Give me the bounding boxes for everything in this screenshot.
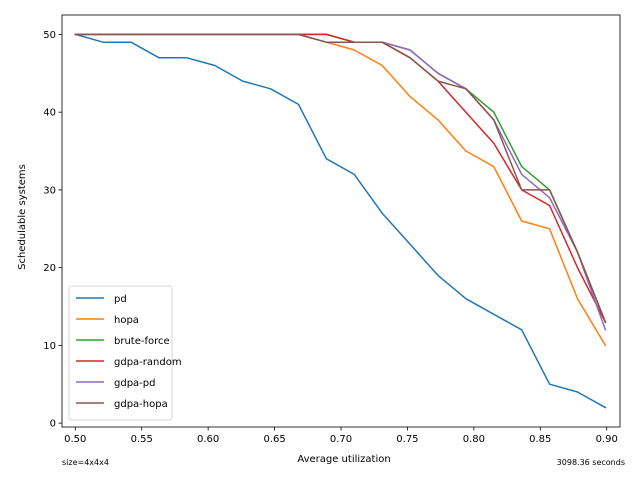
x-tick-label: 0.80 [463, 434, 485, 445]
legend-label-gdpa-pd: gdpa-pd [114, 378, 155, 389]
legend-label-pd: pd [114, 294, 127, 305]
y-tick-label: 10 [43, 341, 56, 352]
x-tick-label: 0.75 [396, 434, 418, 445]
y-axis-label: Schedulable systems [17, 164, 28, 270]
footnote-size: size=4x4x4 [62, 458, 109, 467]
series-line-gdpa-pd [74, 33, 607, 331]
legend-label-hopa: hopa [114, 315, 139, 326]
y-tick-label: 30 [43, 185, 56, 196]
x-tick-label: 0.85 [529, 434, 551, 445]
x-tick-label: 0.60 [197, 434, 219, 445]
series-line-gdpa-hopa [74, 33, 607, 324]
y-tick-label: 0 [50, 419, 56, 430]
y-tick-label: 20 [43, 263, 56, 274]
x-axis-label: Average utilization [297, 454, 390, 465]
y-tick-label: 40 [43, 108, 56, 119]
x-tick-label: 0.55 [131, 434, 153, 445]
legend-label-gdpa-random: gdpa-random [114, 357, 182, 368]
x-tick-label: 0.90 [596, 434, 618, 445]
y-tick-label: 50 [43, 30, 56, 41]
legend-label-gdpa-hopa: gdpa-hopa [114, 399, 168, 410]
x-tick-label: 0.50 [64, 434, 86, 445]
series-line-pd [74, 33, 607, 409]
x-tick-label: 0.65 [263, 434, 285, 445]
x-tick-label: 0.70 [330, 434, 352, 445]
footnote-time: 3098.36 seconds [557, 458, 625, 467]
legend-label-brute-force: brute-force [114, 336, 170, 347]
